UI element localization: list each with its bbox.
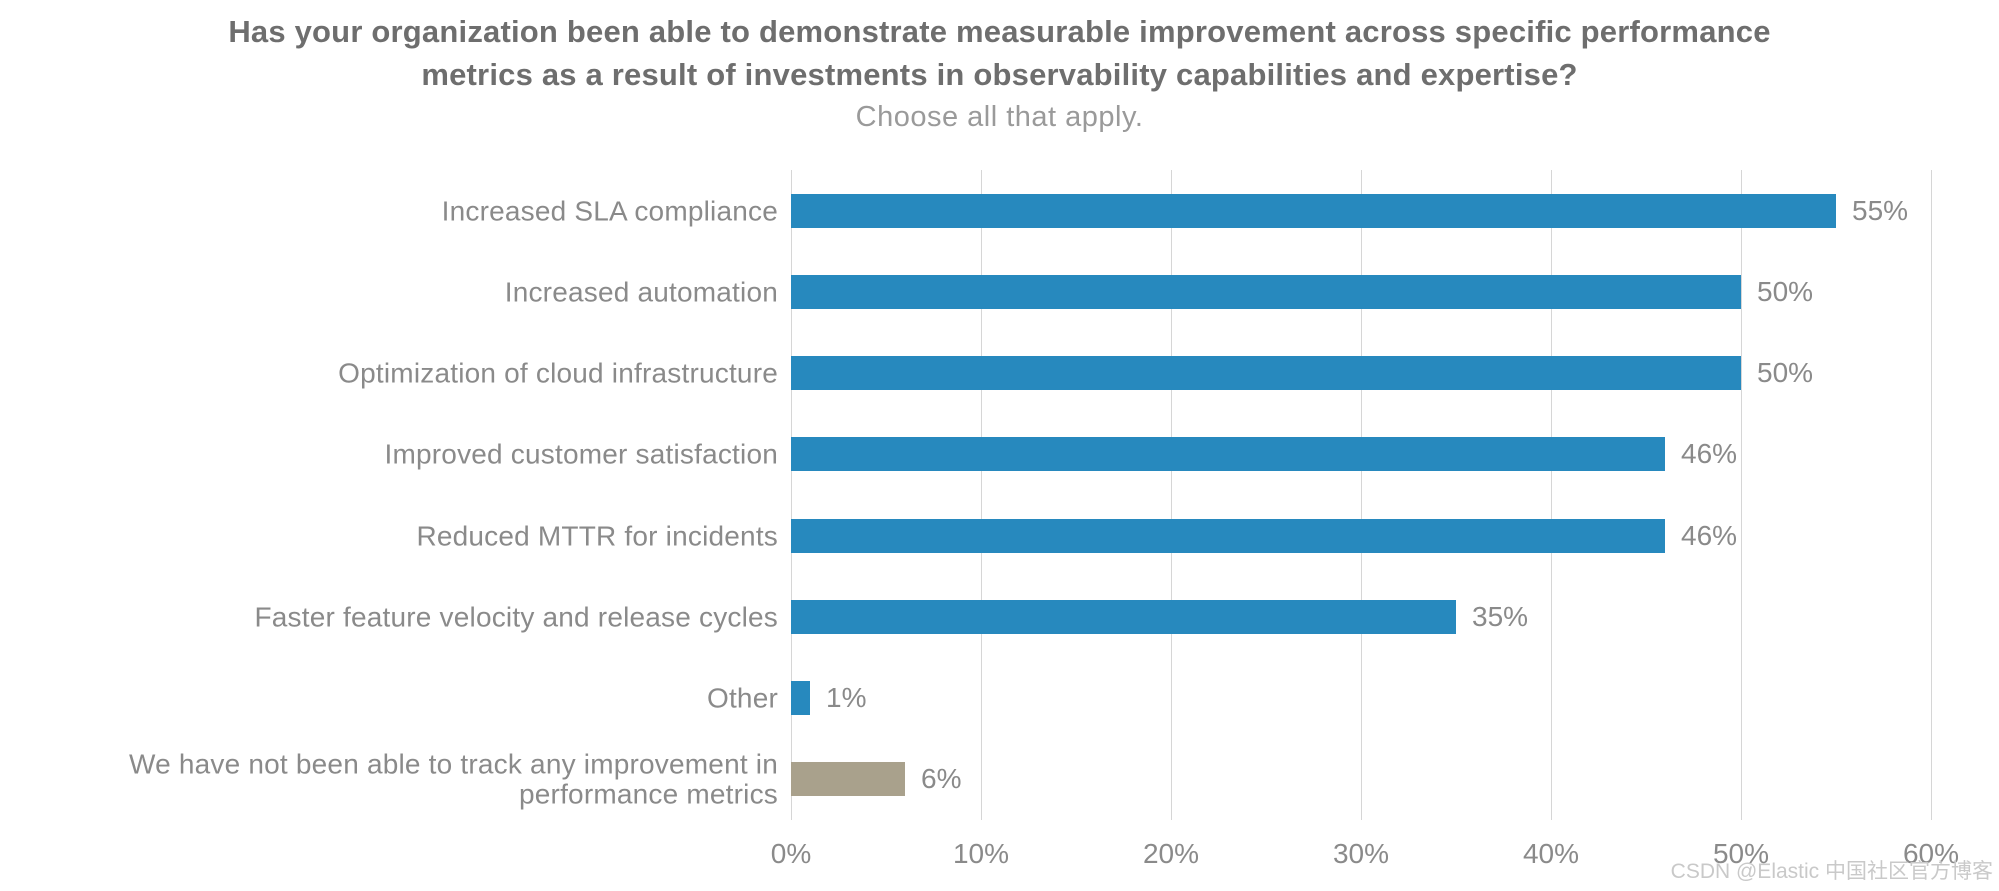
x-axis-tick-label: 60% bbox=[1902, 838, 1960, 869]
gridline bbox=[1741, 170, 1742, 820]
bar bbox=[791, 681, 810, 716]
category-label: Improved customer satisfaction bbox=[384, 438, 778, 470]
category-label: We have not been able to track any impro… bbox=[129, 748, 778, 810]
value-label: 6% bbox=[921, 763, 962, 795]
category-label: Reduced MTTR for incidents bbox=[416, 519, 778, 551]
category-label: Other bbox=[706, 682, 778, 714]
watermark: CSDN @Elastic 中国社区官方博客 bbox=[1670, 860, 1993, 883]
value-label: 50% bbox=[1757, 275, 1814, 307]
value-label: 46% bbox=[1681, 438, 1738, 470]
category-label: Increased SLA compliance bbox=[441, 194, 778, 226]
gridline bbox=[1551, 170, 1552, 820]
gridline bbox=[1171, 170, 1172, 820]
value-label: 55% bbox=[1852, 194, 1909, 226]
bar bbox=[791, 518, 1665, 553]
value-label: 1% bbox=[826, 682, 867, 714]
gridline bbox=[1931, 170, 1932, 820]
category-label: Increased automation bbox=[504, 276, 778, 308]
bar bbox=[791, 762, 905, 797]
gridline bbox=[791, 170, 792, 820]
chart-header: Has your organization been able to demon… bbox=[0, 10, 1999, 134]
x-axis-tick-label: 40% bbox=[1522, 838, 1580, 869]
bar bbox=[791, 274, 1741, 309]
chart-subtitle: Choose all that apply. bbox=[855, 100, 1144, 133]
value-label: 35% bbox=[1472, 600, 1529, 632]
gridline bbox=[981, 170, 982, 820]
bar bbox=[791, 356, 1741, 391]
bar bbox=[791, 437, 1665, 472]
x-axis-tick-label: 20% bbox=[1142, 838, 1200, 869]
page-title: Has your organization been able to demon… bbox=[228, 14, 1771, 93]
value-label: 46% bbox=[1681, 519, 1738, 551]
x-axis-tick-label: 10% bbox=[952, 838, 1010, 869]
bar bbox=[791, 193, 1836, 228]
x-axis-tick-label: 30% bbox=[1332, 838, 1390, 869]
x-axis-tick-label: 0% bbox=[770, 838, 812, 869]
bar bbox=[791, 599, 1456, 634]
category-label: Faster feature velocity and release cycl… bbox=[254, 601, 778, 633]
category-label: Optimization of cloud infrastructure bbox=[338, 357, 778, 389]
x-axis-tick-label: 50% bbox=[1712, 838, 1770, 869]
value-label: 50% bbox=[1757, 357, 1814, 389]
gridline bbox=[1361, 170, 1362, 820]
